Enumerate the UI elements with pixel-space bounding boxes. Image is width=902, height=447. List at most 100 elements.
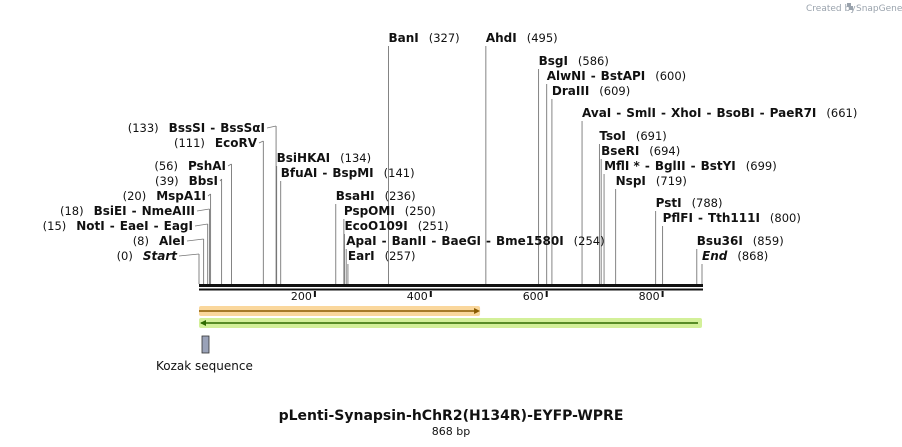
- site-mspa1i: (20) MspA1I: [123, 189, 212, 284]
- site-separator: -: [661, 106, 666, 120]
- site-connector: [196, 208, 210, 212]
- enzyme-name: BstAPI: [601, 69, 646, 83]
- enzyme-name: Bsu36I: [697, 234, 743, 248]
- site-position: (868): [737, 249, 768, 263]
- site-position: (691): [636, 129, 667, 143]
- site-nspi: NspI (719): [615, 174, 687, 284]
- site-position: (133): [128, 121, 159, 135]
- snapgene-logo-icon: [847, 3, 853, 10]
- enzyme-name: PspOMI: [344, 204, 395, 218]
- site-bbsi: (39) BbsI: [155, 174, 223, 284]
- enzyme-name: AvaI: [582, 106, 611, 120]
- site-position: (859): [753, 234, 784, 248]
- site-eari: EarI (257): [347, 249, 416, 284]
- site-position: (719): [656, 174, 687, 188]
- site-position: (661): [826, 106, 857, 120]
- enzyme-name: PflFI: [663, 211, 693, 225]
- site-position: (609): [599, 84, 630, 98]
- feature-kozak-box: [201, 335, 210, 354]
- site-position: (699): [746, 159, 777, 173]
- site-bsihkai: BsiHKAI (134): [276, 151, 371, 284]
- site-position: (18): [60, 204, 84, 218]
- site-separator: -: [486, 234, 491, 248]
- site-bsu36i: Bsu36I (859): [696, 234, 784, 284]
- enzyme-name: BseRI: [601, 144, 639, 158]
- site-separator: -: [691, 159, 696, 173]
- site-separator: -: [698, 211, 703, 225]
- site-draiii: DraIII (609): [551, 84, 630, 284]
- site-separator: -: [154, 219, 159, 233]
- enzyme-name: Bme1580I: [496, 234, 564, 248]
- site-avai: AvaI - SmlI - XhoI - BsoBI - PaeR7I (661): [581, 106, 857, 284]
- enzyme-name: NotI: [76, 219, 105, 233]
- site-connector: [227, 163, 232, 167]
- site-position: (694): [649, 144, 680, 158]
- site-position: (788): [692, 196, 723, 210]
- site-position: (39): [155, 174, 179, 188]
- enzyme-name: MflI *: [604, 159, 640, 173]
- site-separator: -: [382, 234, 387, 248]
- enzyme-name: BstYI: [701, 159, 736, 173]
- sequence-backbone: [199, 284, 703, 291]
- site-position: (586): [578, 54, 609, 68]
- site-psti: PstI (788): [655, 196, 723, 284]
- site-position: (495): [527, 31, 558, 45]
- site-separator: -: [645, 159, 650, 173]
- features: [199, 306, 702, 354]
- site-position: (257): [385, 249, 416, 263]
- snapgene-credit: Created by SnapGene: [806, 3, 902, 14]
- enzyme-name: AlwNI: [547, 69, 586, 83]
- enzyme-name: BsoBI: [716, 106, 754, 120]
- feature-orf-forward-arrowhead: [474, 308, 481, 314]
- enzyme-name: ApaI: [346, 234, 376, 248]
- enzyme-name: SmlI: [626, 106, 656, 120]
- site-connector: [266, 125, 277, 129]
- enzyme-name: NmeAIII: [142, 204, 195, 218]
- site-start: (0) Start: [117, 249, 200, 284]
- site-tsoi: TsoI (691): [598, 129, 667, 284]
- site-connector: [178, 253, 200, 257]
- ruler-tick-label: 800: [639, 290, 660, 303]
- enzyme-name: BspMI: [332, 166, 373, 180]
- site-alei: (8) AleI: [133, 234, 205, 284]
- enzyme-name: Start: [143, 249, 178, 263]
- site-position: (327): [429, 31, 460, 45]
- enzyme-name: BanII: [392, 234, 427, 248]
- site-position: (0): [117, 249, 133, 263]
- backbone-top-strand: [199, 284, 703, 287]
- site-position: (20): [123, 189, 147, 203]
- ruler-tick: [429, 291, 432, 297]
- enzyme-name: BanI: [388, 31, 418, 45]
- site-separator: -: [616, 106, 621, 120]
- site-noti: (15) NotI - EaeI - EagI: [43, 219, 209, 284]
- site-separator: -: [591, 69, 596, 83]
- ruler-tick-label: 600: [523, 290, 544, 303]
- site-position: (141): [384, 166, 415, 180]
- enzyme-name: BglII: [655, 159, 686, 173]
- site-apai: ApaI - BanII - BaeGI - Bme1580I (254): [345, 234, 605, 284]
- credit-brand: SnapGene: [856, 4, 902, 14]
- site-position: (134): [340, 151, 371, 165]
- restriction-sites: BanI (327) AhdI (495)BsgI (586)AlwNI - BstAPI(…: [43, 31, 857, 284]
- enzyme-name: BsiEI: [94, 204, 127, 218]
- enzyme-name: PaeR7I: [770, 106, 817, 120]
- ruler-ticks: 200 400 600 800: [291, 290, 664, 303]
- site-position: (8): [133, 234, 149, 248]
- ruler-tick: [313, 291, 316, 297]
- enzyme-name: BfuAI: [281, 166, 318, 180]
- site-separator: -: [132, 204, 137, 218]
- enzyme-name: AleI: [159, 234, 185, 248]
- site-position: (111): [174, 136, 205, 150]
- site-position: (250): [405, 204, 436, 218]
- enzyme-name: BsaHI: [336, 189, 375, 203]
- site-connector: [194, 223, 208, 227]
- kozak-label: Kozak sequence: [156, 359, 253, 373]
- site-position: (56): [154, 159, 178, 173]
- enzyme-name: AhdI: [486, 31, 517, 45]
- site-position: (800): [770, 211, 801, 225]
- map-title: pLenti-Synapsin-hChR2(H134R)-EYFP-WPRE: [279, 408, 624, 424]
- enzyme-name: BsgI: [539, 54, 568, 68]
- map-subtitle: 868 bp: [432, 425, 470, 438]
- site-ecorv: (111) EcoRV: [174, 136, 264, 284]
